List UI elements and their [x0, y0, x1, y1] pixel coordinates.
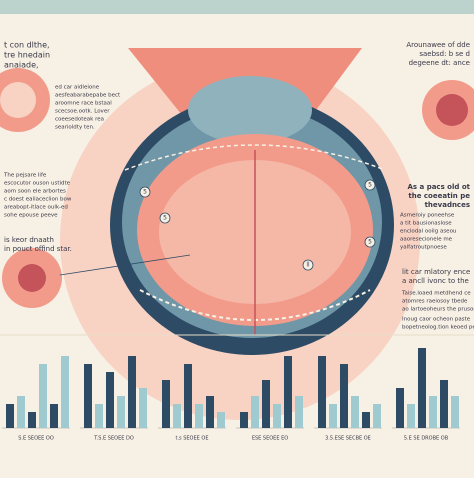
- mini-bar: [117, 396, 125, 428]
- text-line: Arounawee of dde: [406, 41, 470, 49]
- marker-circle: [364, 236, 376, 248]
- text-line: enclodal ooilg aseou: [400, 229, 456, 235]
- mini-bar: [273, 404, 281, 428]
- mini-bar: [340, 364, 348, 428]
- mini-bar: [329, 404, 337, 428]
- text-line: in pouct offind star.: [4, 245, 72, 253]
- text-line: c doest ealiaceclion bow: [4, 197, 72, 203]
- marker-circle: [364, 179, 376, 191]
- mini-bar: [429, 396, 437, 428]
- marker-label: 5: [368, 182, 372, 189]
- mini-bar: [373, 404, 381, 428]
- mini-bar: [295, 396, 303, 428]
- mini-bar: [139, 388, 147, 428]
- mini-label: T.S.E SEOEE DO: [93, 436, 134, 442]
- text-line: coeesedoteak rea: [55, 117, 104, 123]
- text-line: degeene dt: ance: [409, 59, 470, 67]
- mini-bar: [61, 356, 69, 428]
- text-line: saebsd: b se d: [419, 50, 470, 58]
- mini-bar: [184, 364, 192, 428]
- side-circle-inner: [18, 264, 46, 292]
- text-line: ao lartoeoheurs the prusone: [402, 307, 474, 313]
- mini-bar: [128, 356, 136, 428]
- dashed-arc-top: [124, 144, 386, 171]
- mini-bar: [240, 412, 248, 428]
- mini-bar: [351, 396, 359, 428]
- text-line: The pejsare life: [3, 173, 47, 179]
- marker-label: 5: [143, 189, 147, 196]
- mini-bar: [284, 356, 292, 428]
- text-line: Inoug caor ocheon paste: [402, 317, 471, 323]
- mini-bar: [318, 356, 326, 428]
- text-line: aom soon ele arbortes: [4, 189, 66, 195]
- mini-bar: [407, 404, 415, 428]
- mini-bar: [217, 412, 225, 428]
- text-line: escocutor ouson ustidte: [4, 181, 71, 187]
- mini-label: 3.5.ESE SECBE OE: [325, 436, 371, 442]
- text-line: atomres raeiosoy tbede: [402, 299, 468, 305]
- side-circle-inner: [0, 82, 36, 118]
- text-line: the coeeatin pe: [408, 192, 470, 200]
- mini-bar: [396, 388, 404, 428]
- text-line: ed car aidleione: [55, 85, 100, 91]
- mini-bar: [451, 396, 459, 428]
- marker-label: ll: [306, 262, 310, 269]
- text-line: Asmeroiy poneehse: [400, 213, 455, 219]
- mini-bar: [162, 380, 170, 428]
- mini-bar: [39, 364, 47, 428]
- mini-bar: [106, 372, 114, 428]
- text-line: aesfeabarabepabe bect: [55, 93, 121, 99]
- marker-circle: [139, 186, 151, 198]
- mini-label: t.s SEOEE OE: [175, 436, 208, 442]
- text-line: sohe epouse peeve: [4, 213, 58, 219]
- pointer: [59, 254, 191, 276]
- text-line: t con dlthe,: [4, 41, 50, 50]
- mini-bar: [84, 364, 92, 428]
- text-line: lit car mlatory ence: [402, 268, 470, 276]
- mini-bar: [17, 396, 25, 428]
- mini-label: ESE SEOEE EO: [252, 436, 288, 442]
- text-line: scecsoe.ootk. Lover: [55, 109, 110, 115]
- text-line: anaiade,: [4, 61, 39, 70]
- side-circle-inner: [436, 94, 468, 126]
- mini-bar: [262, 380, 270, 428]
- marker-label: 5: [163, 215, 167, 222]
- text-line: tre hnedain: [4, 51, 50, 60]
- text-line: a tit bausionaslose: [400, 221, 452, 227]
- mini-bar: [28, 412, 36, 428]
- mini-label: 5.E SE DROBE OB: [404, 436, 449, 442]
- mini-bar: [362, 412, 370, 428]
- text-line: areabopt-itlace oulk-ed: [4, 205, 68, 211]
- organ-top: [188, 76, 312, 144]
- text-line: yalfatroutpnoese: [400, 245, 447, 251]
- mini-bar: [251, 396, 259, 428]
- text-line: aaoresecionele me: [400, 237, 453, 243]
- marker-circle: [159, 212, 171, 224]
- mini-bar: [440, 380, 448, 428]
- text-line: As a pacs old ot: [408, 183, 471, 191]
- text-line: aroomne race bstaal: [55, 101, 112, 107]
- marker-label: 5: [368, 239, 372, 246]
- mini-bar: [206, 396, 214, 428]
- mini-label: S.E SEOEE OO: [18, 436, 54, 442]
- mini-bar: [195, 404, 203, 428]
- text-line: searioldty ten.: [55, 125, 95, 131]
- mini-bar: [6, 404, 14, 428]
- text-line: Taise.loaed metdhend ce: [401, 291, 471, 297]
- text-line: thevadnces: [425, 201, 470, 209]
- top-band: [0, 0, 474, 14]
- text-line: a ancll ivonc to the: [402, 277, 469, 285]
- mini-bar: [173, 404, 181, 428]
- mini-bar: [50, 404, 58, 428]
- marker-circle: [302, 259, 314, 271]
- text-line: bopetneolog.tion keoed pe: [402, 325, 474, 331]
- mini-bar: [418, 348, 426, 428]
- text-line: is keor dnaath: [4, 236, 54, 244]
- mini-bar: [95, 404, 103, 428]
